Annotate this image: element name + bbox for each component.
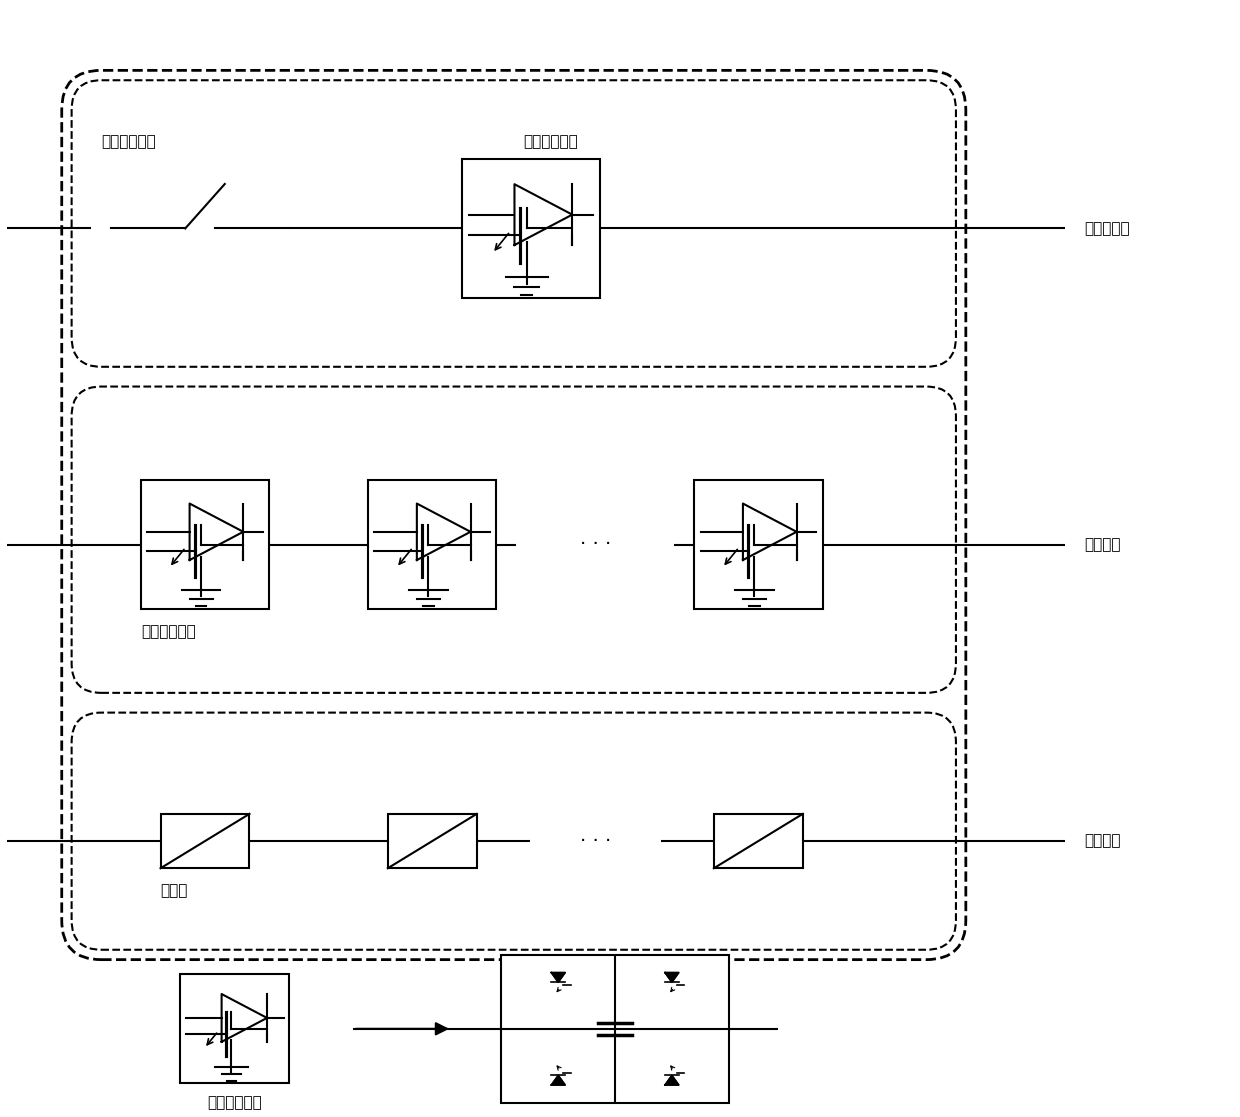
Bar — [160, 814, 249, 868]
Bar — [501, 955, 729, 1102]
Bar — [694, 480, 822, 609]
Text: 主流通支路: 主流通支路 — [1085, 221, 1130, 236]
Polygon shape — [552, 973, 565, 982]
Text: · · ·: · · · — [579, 831, 611, 850]
Polygon shape — [665, 973, 678, 982]
Bar — [714, 814, 802, 868]
Text: 避雷器: 避雷器 — [160, 884, 188, 898]
Bar — [463, 160, 600, 297]
Text: 电力电子模块: 电力电子模块 — [141, 623, 196, 639]
Text: 耗能支路: 耗能支路 — [1085, 833, 1121, 849]
Bar — [180, 974, 289, 1083]
Text: · · ·: · · · — [579, 535, 611, 554]
Text: 转移支路: 转移支路 — [1085, 537, 1121, 552]
Text: 电力电子模块: 电力电子模块 — [207, 1095, 262, 1110]
Polygon shape — [665, 1076, 678, 1085]
Text: 电力电子模块: 电力电子模块 — [523, 134, 578, 150]
Bar — [141, 480, 269, 609]
Bar — [368, 480, 496, 609]
Polygon shape — [552, 1076, 565, 1085]
Bar — [388, 814, 476, 868]
Text: 快速机械开关: 快速机械开关 — [102, 134, 156, 150]
